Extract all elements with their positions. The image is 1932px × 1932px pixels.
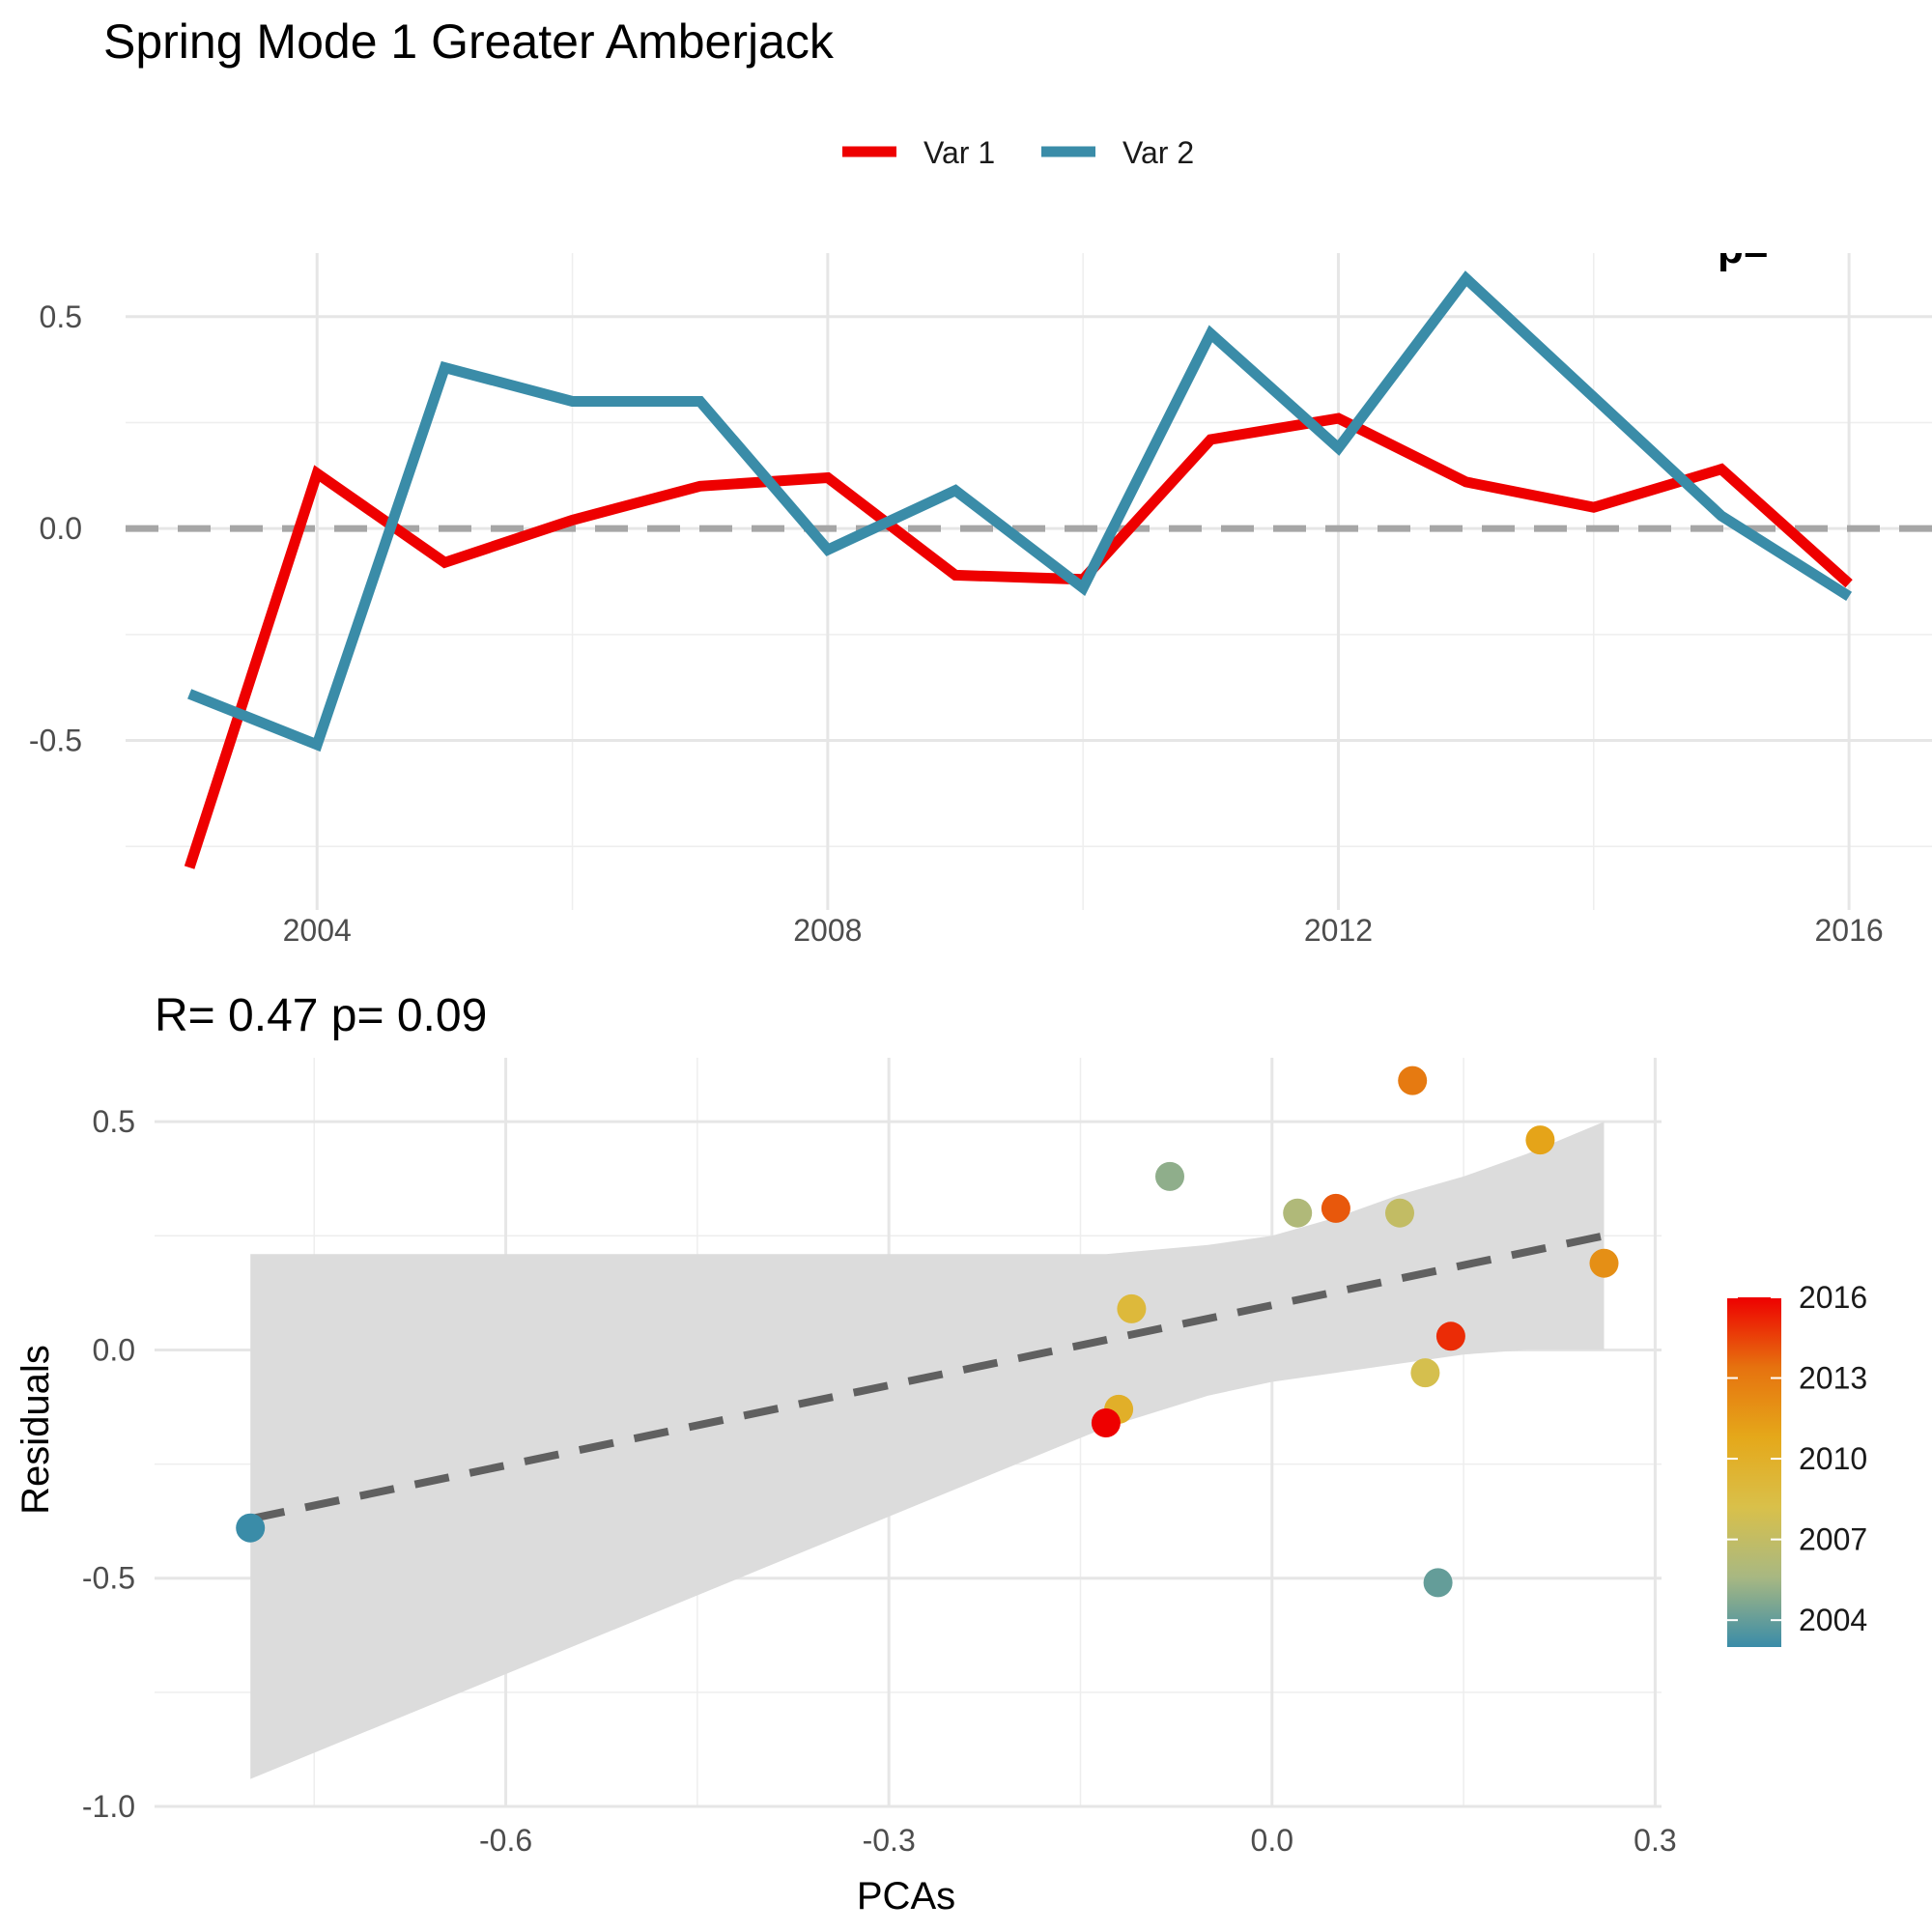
top-y-tick-label: -0.5: [29, 724, 82, 758]
scatter-point: [1283, 1198, 1313, 1228]
scatter-point: [236, 1513, 266, 1543]
bottom-x-tick-label: -0.3: [863, 1823, 916, 1858]
bottom-y-tick-label: -0.5: [82, 1561, 135, 1596]
scatter-point: [1589, 1248, 1619, 1278]
bottom-y-tick-labels: -1.0 -0.5 0.0 0.5: [82, 1104, 135, 1824]
colorbar-ticks: 2004 2007 2010 2013 2016: [1727, 1280, 1867, 1637]
scatter-point: [1398, 1065, 1428, 1095]
scatter-point: [1321, 1193, 1350, 1223]
legend-label-2: Var 2: [1122, 135, 1194, 170]
top-x-tick-label: 2004: [283, 913, 352, 948]
bottom-x-tick-label: -0.6: [479, 1823, 532, 1858]
colorbar-gradient: [1727, 1297, 1781, 1647]
colorbar-tick-label: 2010: [1799, 1441, 1867, 1476]
scatter-points: [236, 1065, 1619, 1598]
bottom-y-tick-label: 0.0: [93, 1332, 135, 1367]
top-y-tick-labels: -0.5 0.0 0.5: [29, 299, 82, 758]
scatter-point: [1525, 1125, 1555, 1155]
legend-label-1: Var 1: [923, 135, 995, 170]
series-line-var2: [187, 270, 1853, 753]
colorbar-tick-label: 2004: [1799, 1603, 1867, 1637]
figure-title: Spring Mode 1 Greater Amberjack: [103, 14, 835, 69]
scatter-point: [1410, 1358, 1440, 1388]
regression-fit-line: [249, 1232, 1605, 1523]
bottom-y-tick-label: -1.0: [82, 1789, 135, 1824]
scatter-panel: -1.0 -0.5 0.0 0.5 -0.6 -0.3 0.0 0.3: [82, 1058, 1677, 1858]
time-series-panel: -0.5 0.0 0.5 2004 2008 2012 2016 p=: [29, 225, 1932, 948]
year-colorbar: 2004 2007 2010 2013 2016: [1727, 1280, 1867, 1647]
bottom-y-tick-label: 0.5: [93, 1104, 135, 1139]
correlation-subtitle: R= 0.47 p= 0.09: [155, 990, 487, 1041]
scatter-point: [1091, 1408, 1121, 1437]
top-x-tick-labels: 2004 2008 2012 2016: [283, 913, 1884, 948]
top-x-tick-label: 2016: [1815, 913, 1884, 948]
x-axis-title: PCAs: [857, 1875, 955, 1918]
top-x-tick-label: 2012: [1304, 913, 1373, 948]
series-line-var1: [184, 412, 1853, 869]
y-axis-title: Residuals: [14, 1345, 57, 1515]
scatter-point: [1117, 1293, 1147, 1323]
clipped-corner-label: p=: [1718, 225, 1769, 272]
colorbar-tick-label: 2007: [1799, 1522, 1867, 1557]
top-x-tick-label: 2008: [793, 913, 862, 948]
bottom-x-tick-label: 0.0: [1251, 1823, 1293, 1858]
bottom-x-tick-labels: -0.6 -0.3 0.0 0.3: [479, 1823, 1677, 1858]
top-y-tick-label: 0.5: [40, 299, 82, 334]
bottom-x-tick-label: 0.3: [1634, 1823, 1676, 1858]
line-legend: Var 1 Var 2: [842, 135, 1194, 170]
colorbar-tick-label: 2016: [1799, 1280, 1867, 1315]
scatter-point: [1423, 1568, 1453, 1598]
scatter-point: [1385, 1198, 1414, 1228]
scatter-point: [1155, 1161, 1184, 1191]
confidence-band: [250, 1122, 1605, 1779]
colorbar-tick-label: 2013: [1799, 1361, 1867, 1396]
top-y-tick-label: 0.0: [40, 511, 82, 546]
scatter-point: [1435, 1321, 1465, 1351]
